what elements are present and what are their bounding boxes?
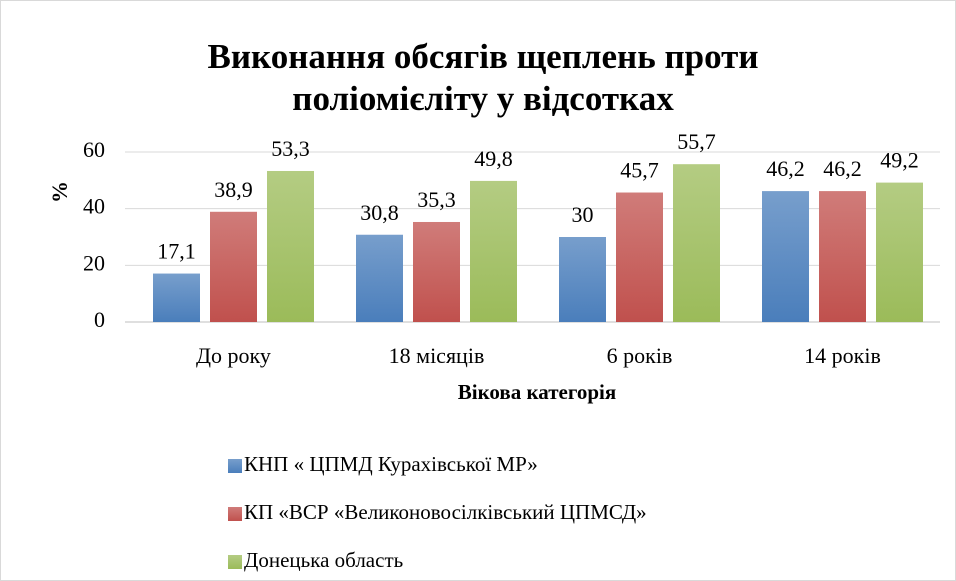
data-label: 38,9 [214,177,253,202]
bar [762,191,809,322]
bar [210,211,257,322]
y-tick-label: 0 [94,307,105,332]
bar [356,234,403,322]
bar [876,182,923,322]
legend-swatch [228,459,242,473]
bar [153,273,200,322]
data-label: 17,1 [157,239,196,264]
data-label: 45,7 [620,158,659,183]
y-axis-title: % [47,181,72,203]
data-label: 46,2 [823,156,862,181]
bar [267,170,314,322]
bar [413,221,460,322]
bar [559,237,606,322]
x-axis-title: Вікова категорія [458,380,617,404]
data-label: 35,3 [417,187,456,212]
bar [470,180,517,322]
legend-swatch [228,555,242,569]
data-label: 55,7 [677,129,716,154]
chart-title: Виконання обсягів щеплень проти поліоміє… [207,37,759,118]
y-tick-label: 40 [83,194,105,219]
x-tick-label: 14 років [804,343,881,368]
legend-label: Донецька область [244,548,403,572]
data-label: 30,8 [360,200,399,225]
data-label: 49,2 [880,148,919,173]
x-tick-label: 18 місяців [389,343,485,368]
x-tick-label: 6 років [607,343,673,368]
y-tick-label: 20 [83,250,105,275]
bar [819,191,866,322]
bar [616,192,663,322]
legend-label: КП «ВСР «Великоновосілківський ЦПМСД» [244,500,647,524]
legend-swatch [228,507,242,521]
data-label: 53,3 [271,136,310,161]
legend-label: КНП « ЦПМД Кураxівської МР» [244,452,538,476]
bar [673,164,720,322]
data-label: 30 [572,202,594,227]
x-tick-label: До року [196,343,271,368]
data-label: 46,2 [766,156,805,181]
y-tick-label: 60 [83,137,105,162]
data-label: 49,8 [474,146,513,171]
